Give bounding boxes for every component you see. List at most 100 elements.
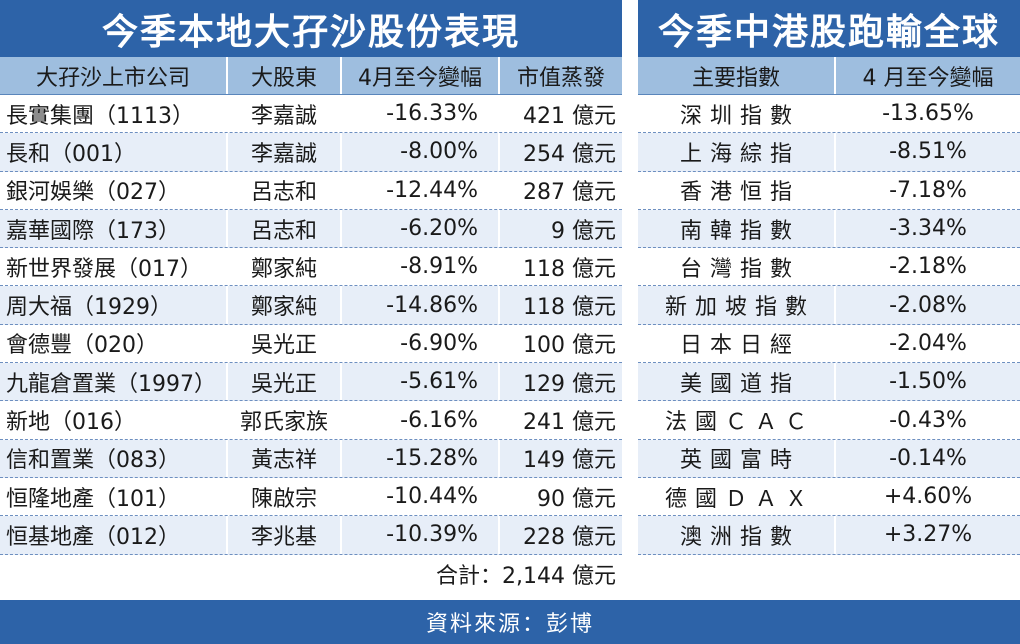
cell-index-name: 上海綜指 xyxy=(679,141,800,167)
cell-index-name: 法國ＣＡＣ xyxy=(664,410,815,436)
cell-market-value-loss: 149 億元 xyxy=(498,439,622,477)
cell-index-name: 台灣指數 xyxy=(679,256,800,282)
cell-index-name: 英國富時 xyxy=(679,448,800,474)
table-row: 九龍倉置業（1997） 吳光正 -5.61% 129 億元 xyxy=(0,363,622,402)
header-major-shareholder: 大股東 xyxy=(226,57,340,94)
cell-index-name: 美國道指 xyxy=(679,371,800,397)
cell-major-shareholder: 李兆基 xyxy=(226,516,340,554)
table-row: 南韓指數 -3.34% xyxy=(638,209,1020,249)
header-index-change: 4 月至今變幅 xyxy=(834,57,1020,94)
cell-index-change: +3.27% xyxy=(834,516,1020,554)
cell-market-value-loss: 254 億元 xyxy=(498,133,622,171)
cell-market-value-loss: 118 億元 xyxy=(498,286,622,324)
cell-change: -16.33% xyxy=(340,95,498,133)
total-loss: 合計：2,144 億元 xyxy=(0,554,622,593)
cell-index-name: 日本日經 xyxy=(679,333,800,359)
cell-index-name: 南韓指數 xyxy=(679,218,800,244)
cell-index-name: 澳洲指數 xyxy=(679,524,800,550)
cell-index-change: -0.14% xyxy=(834,439,1020,477)
cell-major-shareholder: 呂志和 xyxy=(226,209,340,248)
table-row: 英國富時 -0.14% xyxy=(638,439,1020,478)
cell-index-change: -2.18% xyxy=(834,248,1020,286)
table-row: 香港恒指 -7.18% xyxy=(638,171,1020,210)
table-row: 美國道指 -1.50% xyxy=(638,363,1020,402)
table-row: 上海綜指 -8.51% xyxy=(638,133,1020,172)
cell-company: 信和置業（083） xyxy=(6,448,180,474)
table-row: 恒隆地產（101） 陳啟宗 -10.44% 90 億元 xyxy=(0,477,622,517)
left-table-body: 長實集團（1113） 李嘉誠 -16.33% 421 億元長和（001） 李嘉誠 -8.0… xyxy=(0,95,622,555)
table-row: 澳洲指數 +3.27% xyxy=(638,516,1020,555)
cell-change: -6.16% xyxy=(340,401,498,439)
table-row: 周大福（1929） 鄭家純 -14.86% 118 億元 xyxy=(0,286,622,325)
cell-market-value-loss: 228 億元 xyxy=(498,516,622,554)
cell-market-value-loss: 100 億元 xyxy=(498,324,622,363)
cell-market-value-loss: 241 億元 xyxy=(498,401,622,439)
cell-market-value-loss: 90 億元 xyxy=(498,477,622,516)
source-note: 資料來源：彭博 xyxy=(0,600,1020,644)
cell-index-change: -1.50% xyxy=(834,363,1020,401)
cell-major-shareholder: 鄭家純 xyxy=(226,248,340,286)
cell-company: 新世界發展（017） xyxy=(6,256,202,282)
cell-index-name: 德國ＤＡＸ xyxy=(664,486,815,512)
header-company: 大孖沙上市公司 xyxy=(35,65,190,91)
cell-company: 新地（016） xyxy=(6,410,136,436)
global-index-table: 今季中港股跑輸全球 主要指數 4 月至今變幅 深圳指數 -13.65% 上海綜指 -8… xyxy=(638,0,1020,555)
cell-major-shareholder: 黃志祥 xyxy=(226,439,340,477)
cell-change: -15.28% xyxy=(340,439,498,477)
header-market-value-loss: 市值蒸發 xyxy=(498,57,622,94)
cell-major-shareholder: 鄭家純 xyxy=(226,286,340,324)
cell-change: -12.44% xyxy=(340,171,498,209)
cell-change: -8.91% xyxy=(340,248,498,286)
cell-index-change: -2.04% xyxy=(834,324,1020,363)
cell-major-shareholder: 吳光正 xyxy=(226,363,340,401)
cell-major-shareholder: 李嘉誠 xyxy=(226,95,340,133)
cell-index-change: -7.18% xyxy=(834,171,1020,209)
table-row: 台灣指數 -2.18% xyxy=(638,248,1020,287)
cell-change: -10.44% xyxy=(340,477,498,516)
table-row: 新世界發展（017） 鄭家純 -8.91% 118 億元 xyxy=(0,248,622,287)
cell-change: -6.20% xyxy=(340,209,498,248)
cell-major-shareholder: 吳光正 xyxy=(226,324,340,363)
cell-market-value-loss: 9 億元 xyxy=(498,209,622,248)
header-change: 4月至今變幅 xyxy=(340,57,498,94)
cell-market-value-loss: 421 億元 xyxy=(498,95,622,133)
cell-change: -5.61% xyxy=(340,363,498,401)
table-row: 會德豐（020） 吳光正 -6.90% 100 億元 xyxy=(0,324,622,364)
cell-change: -10.39% xyxy=(340,516,498,554)
cell-change: -8.00% xyxy=(340,133,498,171)
right-table-header: 主要指數 4 月至今變幅 xyxy=(638,57,1020,95)
cell-company: 恒隆地產（101） xyxy=(6,486,180,512)
cell-index-name: 香港恒指 xyxy=(679,180,800,206)
panel-divider xyxy=(622,0,638,600)
cell-company: 銀河娛樂（027） xyxy=(6,180,180,206)
cell-market-value-loss: 129 億元 xyxy=(498,363,622,401)
cell-index-change: -2.08% xyxy=(834,286,1020,324)
table-row: 新加坡指數 -2.08% xyxy=(638,286,1020,325)
cell-change: -6.90% xyxy=(340,324,498,363)
cell-company: 長實集團（1113） xyxy=(6,103,194,129)
table-row: 長和（001） 李嘉誠 -8.00% 254 億元 xyxy=(0,133,622,172)
cell-market-value-loss: 118 億元 xyxy=(498,248,622,286)
table-row: 德國ＤＡＸ +4.60% xyxy=(638,477,1020,517)
cell-change: -14.86% xyxy=(340,286,498,324)
table-row: 日本日經 -2.04% xyxy=(638,324,1020,364)
cell-company: 會德豐（020） xyxy=(6,333,158,359)
cell-major-shareholder: 陳啟宗 xyxy=(226,477,340,516)
cell-index-change: +4.60% xyxy=(834,477,1020,516)
table-row: 信和置業（083） 黃志祥 -15.28% 149 億元 xyxy=(0,439,622,478)
cell-market-value-loss: 287 億元 xyxy=(498,171,622,209)
header-index: 主要指數 xyxy=(691,65,780,91)
cell-company: 長和（001） xyxy=(6,141,136,167)
table-row: 法國ＣＡＣ -0.43% xyxy=(638,401,1020,440)
table-row: 嘉華國際（173） 呂志和 -6.20% 9 億元 xyxy=(0,209,622,249)
table-row: 銀河娛樂（027） 呂志和 -12.44% 287 億元 xyxy=(0,171,622,210)
cell-index-change: -0.43% xyxy=(834,401,1020,439)
cell-index-change: -13.65% xyxy=(834,95,1020,133)
cell-major-shareholder: 李嘉誠 xyxy=(226,133,340,171)
cell-index-name: 深圳指數 xyxy=(679,103,800,129)
left-table-title: 今季本地大孖沙股份表現 xyxy=(0,0,622,57)
cell-company: 嘉華國際（173） xyxy=(6,218,180,244)
table-row: 新地（016） 郭氏家族 -6.16% 241 億元 xyxy=(0,401,622,440)
local-tycoon-stocks-table: 今季本地大孖沙股份表現 大孖沙上市公司 大股東 4月至今變幅 市值蒸發 長實集團… xyxy=(0,0,622,593)
cell-index-change: -8.51% xyxy=(834,133,1020,171)
